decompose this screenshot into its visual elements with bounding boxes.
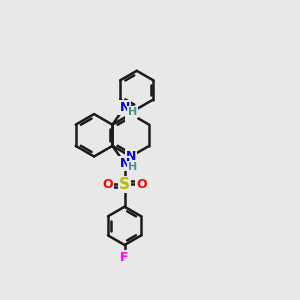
Text: O: O (102, 178, 113, 191)
Text: N: N (119, 101, 130, 114)
Text: N: N (126, 108, 136, 121)
Text: H: H (128, 162, 137, 172)
Text: F: F (120, 251, 129, 264)
Text: S: S (119, 177, 130, 192)
Text: N: N (126, 150, 136, 163)
Text: H: H (128, 107, 137, 117)
Text: N: N (119, 157, 130, 170)
Text: O: O (136, 178, 147, 191)
